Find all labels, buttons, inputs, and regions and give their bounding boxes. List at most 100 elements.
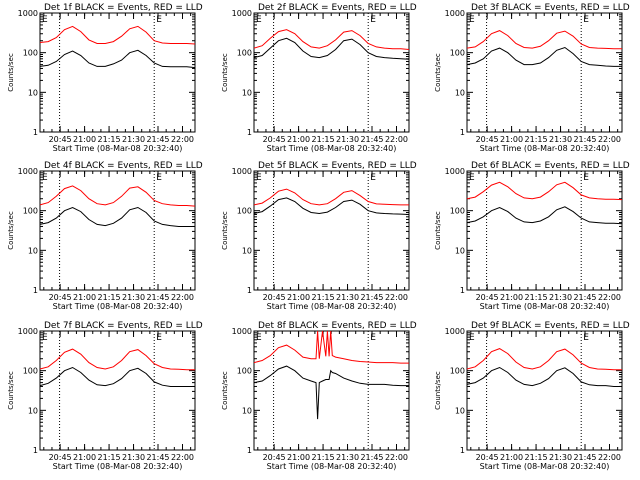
events-series-line (253, 197, 410, 215)
y-tick-label: 100 (23, 207, 38, 216)
event-marker: E (370, 15, 376, 25)
x-tick-label: 21:00 (73, 453, 96, 462)
events-series-line (466, 46, 622, 67)
y-tick-label: 100 (23, 49, 38, 58)
x-tick-label: 22:00 (598, 135, 621, 144)
x-tick-label: 21:15 (312, 135, 335, 144)
plot-frame (39, 330, 196, 451)
x-axis-label: Start Time (08-Mar-08 20:32:40) (53, 462, 183, 471)
lld-series-line (466, 30, 622, 50)
x-tick-label: 20:45 (476, 135, 499, 144)
lld-series-line (253, 29, 410, 50)
y-tick-label: 10 (242, 406, 252, 415)
y-tick-label: 1000 (18, 327, 38, 336)
x-tick-label: 20:45 (49, 293, 72, 302)
x-tick-label: 21:00 (287, 135, 310, 144)
lld-series-line (466, 348, 622, 371)
y-tick-label: 100 (237, 49, 252, 58)
x-tick-label: 21:30 (336, 293, 359, 302)
x-axis-label: Start Time (08-Mar-08 20:32:40) (53, 302, 183, 311)
x-tick-label: 21:00 (73, 293, 96, 302)
y-axis-label: Counts/sec (221, 53, 229, 92)
detector-panel: Det 8f BLACK = Events, RED = LLD 1 10 100 10… (221, 321, 417, 471)
panel-title: Det 2f BLACK = Events, RED = LLD (258, 3, 417, 13)
x-tick-label: 21:30 (122, 293, 145, 302)
event-marker: E (469, 173, 475, 183)
x-tick-label: 21:30 (336, 135, 359, 144)
x-axis-label: Start Time (08-Mar-08 20:32:40) (267, 462, 397, 471)
y-tick-label: 10 (455, 88, 465, 97)
y-tick-label: 10 (28, 246, 38, 255)
y-tick-label: 1000 (445, 167, 465, 176)
x-tick-label: 21:45 (573, 293, 596, 302)
x-tick-label: 21:45 (573, 135, 596, 144)
y-tick-label: 100 (450, 207, 465, 216)
events-series-line (253, 365, 409, 420)
y-axis-label: Counts/sec (7, 371, 15, 410)
event-marker: E (42, 333, 48, 343)
y-tick-label: 10 (455, 246, 465, 255)
y-tick-label: 10 (455, 406, 465, 415)
x-tick-label: 22:00 (385, 453, 408, 462)
events-series-line (39, 206, 195, 227)
plot-frame (466, 330, 623, 451)
events-series-line (466, 366, 622, 387)
panel-title: Det 7f BLACK = Events, RED = LLD (44, 321, 203, 331)
y-axis-label: Counts/sec (7, 211, 15, 250)
detector-panel: Det 2f BLACK = Events, RED = LLD 1 10 100 10… (221, 3, 417, 153)
panel-title: Det 5f BLACK = Events, RED = LLD (258, 161, 417, 171)
x-tick-label: 22:00 (598, 453, 621, 462)
y-tick-label: 1 (33, 286, 38, 295)
y-tick-label: 1 (460, 286, 465, 295)
y-tick-label: 100 (450, 367, 465, 376)
x-tick-label: 21:00 (500, 293, 523, 302)
event-marker: E (42, 15, 48, 25)
y-tick-label: 100 (237, 207, 252, 216)
detector-panel: Det 1f BLACK = Events, RED = LLD 1 10 100 10… (7, 3, 203, 153)
y-tick-label: 1000 (445, 9, 465, 18)
y-axis-label: Counts/sec (7, 53, 15, 92)
plot-frame (253, 12, 410, 133)
y-tick-label: 1 (460, 446, 465, 455)
x-tick-label: 21:15 (525, 135, 548, 144)
x-tick-label: 20:45 (263, 453, 286, 462)
x-tick-label: 21:45 (360, 453, 383, 462)
lld-series-line (39, 185, 196, 207)
x-tick-label: 20:45 (49, 135, 72, 144)
x-tick-label: 21:00 (500, 135, 523, 144)
lld-series-line (466, 181, 623, 201)
x-tick-label: 21:15 (98, 453, 121, 462)
event-marker: E (583, 173, 589, 183)
event-marker: E (370, 333, 376, 343)
x-tick-label: 20:45 (476, 293, 499, 302)
x-tick-label: 21:45 (573, 453, 596, 462)
y-axis-label: Counts/sec (434, 211, 442, 250)
y-tick-label: 10 (242, 88, 252, 97)
x-tick-label: 22:00 (385, 293, 408, 302)
x-tick-label: 20:45 (49, 453, 72, 462)
x-tick-label: 20:45 (263, 135, 286, 144)
plot-frame (466, 170, 623, 291)
plot-frame (39, 170, 196, 291)
x-tick-label: 22:00 (598, 293, 621, 302)
x-axis-label: Start Time (08-Mar-08 20:32:40) (53, 144, 183, 153)
panel-title: Det 1f BLACK = Events, RED = LLD (44, 3, 203, 13)
detector-panel: Det 3f BLACK = Events, RED = LLD 1 10 100 10… (434, 3, 630, 153)
y-tick-label: 1 (33, 128, 38, 137)
detector-panel: Det 5f BLACK = Events, RED = LLD 1 10 100 10… (221, 161, 417, 311)
x-tick-label: 21:15 (312, 293, 335, 302)
x-tick-label: 22:00 (385, 135, 408, 144)
x-tick-label: 21:00 (287, 453, 310, 462)
lld-series-line (39, 25, 196, 45)
x-axis-label: Start Time (08-Mar-08 20:32:40) (480, 302, 610, 311)
events-series-line (39, 366, 195, 387)
x-axis-label: Start Time (08-Mar-08 20:32:40) (480, 462, 610, 471)
x-axis-label: Start Time (08-Mar-08 20:32:40) (480, 144, 610, 153)
event-marker: E (42, 173, 48, 183)
events-series-line (253, 37, 410, 60)
x-tick-label: 21:45 (360, 293, 383, 302)
event-marker: E (469, 15, 475, 25)
x-axis-label: Start Time (08-Mar-08 20:32:40) (267, 302, 397, 311)
x-tick-label: 21:30 (122, 453, 145, 462)
x-tick-label: 21:00 (73, 135, 96, 144)
